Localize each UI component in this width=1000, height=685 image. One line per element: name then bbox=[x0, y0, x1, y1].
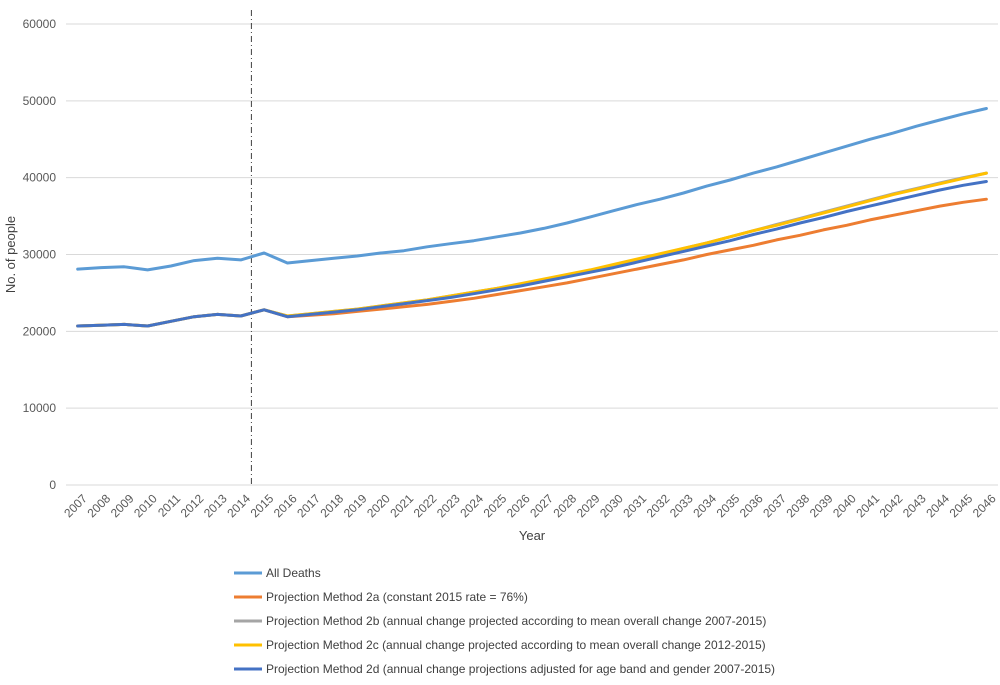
x-tick-label: 2037 bbox=[760, 491, 789, 520]
x-tick-label: 2023 bbox=[434, 491, 463, 520]
x-tick-label: 2030 bbox=[597, 491, 626, 520]
legend-label: Projection Method 2a (constant 2015 rate… bbox=[266, 590, 528, 604]
x-axis-title: Year bbox=[519, 528, 546, 543]
y-tick-label: 30000 bbox=[23, 248, 57, 262]
x-tick-label: 2043 bbox=[900, 491, 929, 520]
x-tick-label: 2025 bbox=[481, 491, 510, 520]
legend-label: All Deaths bbox=[266, 566, 321, 580]
x-tick-label: 2039 bbox=[807, 491, 836, 520]
gridlines bbox=[66, 23, 998, 486]
x-tick-label: 2009 bbox=[108, 491, 137, 520]
x-tick-label: 2007 bbox=[61, 491, 90, 520]
x-axis-ticks: 2007200820092010201120122013201420152016… bbox=[61, 491, 999, 520]
y-tick-label: 60000 bbox=[23, 17, 57, 31]
x-tick-label: 2045 bbox=[947, 491, 976, 520]
x-tick-label: 2042 bbox=[877, 491, 906, 520]
y-tick-label: 40000 bbox=[23, 171, 57, 185]
y-tick-label: 10000 bbox=[23, 401, 57, 415]
legend-label: Projection Method 2d (annual change proj… bbox=[266, 662, 775, 676]
y-tick-label: 0 bbox=[49, 478, 56, 492]
x-tick-label: 2012 bbox=[178, 491, 207, 520]
x-tick-label: 2019 bbox=[341, 491, 370, 520]
series-line-5 bbox=[76, 180, 988, 328]
x-tick-label: 2018 bbox=[318, 491, 347, 520]
y-tick-label: 20000 bbox=[23, 324, 57, 338]
x-tick-label: 2014 bbox=[224, 491, 253, 520]
series-line-4 bbox=[76, 171, 988, 328]
x-tick-label: 2040 bbox=[830, 491, 859, 520]
legend: All Deaths Projection Method 2a (constant… bbox=[234, 566, 775, 676]
series-line-3 bbox=[76, 171, 988, 328]
y-axis-ticks: 0 10000 20000 30000 40000 50000 60000 bbox=[23, 17, 57, 492]
x-tick-label: 2041 bbox=[853, 491, 882, 520]
x-tick-label: 2020 bbox=[364, 491, 393, 520]
x-tick-label: 2046 bbox=[970, 491, 999, 520]
legend-label: Projection Method 2c (annual change proj… bbox=[266, 638, 766, 652]
x-tick-label: 2033 bbox=[667, 491, 696, 520]
x-tick-label: 2008 bbox=[85, 491, 114, 520]
x-tick-label: 2015 bbox=[248, 491, 277, 520]
x-tick-label: 2010 bbox=[131, 491, 160, 520]
x-tick-label: 2027 bbox=[527, 491, 556, 520]
x-tick-label: 2035 bbox=[714, 491, 743, 520]
x-tick-label: 2013 bbox=[201, 491, 230, 520]
x-tick-label: 2038 bbox=[784, 491, 813, 520]
series-line-2 bbox=[76, 197, 988, 328]
x-tick-label: 2031 bbox=[620, 491, 649, 520]
x-tick-label: 2024 bbox=[457, 491, 486, 520]
x-tick-label: 2044 bbox=[923, 491, 952, 520]
y-axis-title: No. of people bbox=[3, 216, 18, 293]
x-tick-label: 2021 bbox=[387, 491, 416, 520]
series-lines bbox=[76, 107, 988, 328]
x-tick-label: 2028 bbox=[551, 491, 580, 520]
x-tick-label: 2036 bbox=[737, 491, 766, 520]
x-tick-label: 2029 bbox=[574, 491, 603, 520]
x-tick-label: 2034 bbox=[690, 491, 719, 520]
x-tick-label: 2016 bbox=[271, 491, 300, 520]
x-tick-label: 2026 bbox=[504, 491, 533, 520]
y-tick-label: 50000 bbox=[23, 94, 57, 108]
series-line-1 bbox=[76, 107, 988, 272]
x-tick-label: 2022 bbox=[411, 491, 440, 520]
x-tick-label: 2017 bbox=[294, 491, 323, 520]
x-tick-label: 2011 bbox=[155, 491, 183, 519]
x-tick-label: 2032 bbox=[644, 491, 673, 520]
legend-label: Projection Method 2b (annual change proj… bbox=[266, 614, 766, 628]
